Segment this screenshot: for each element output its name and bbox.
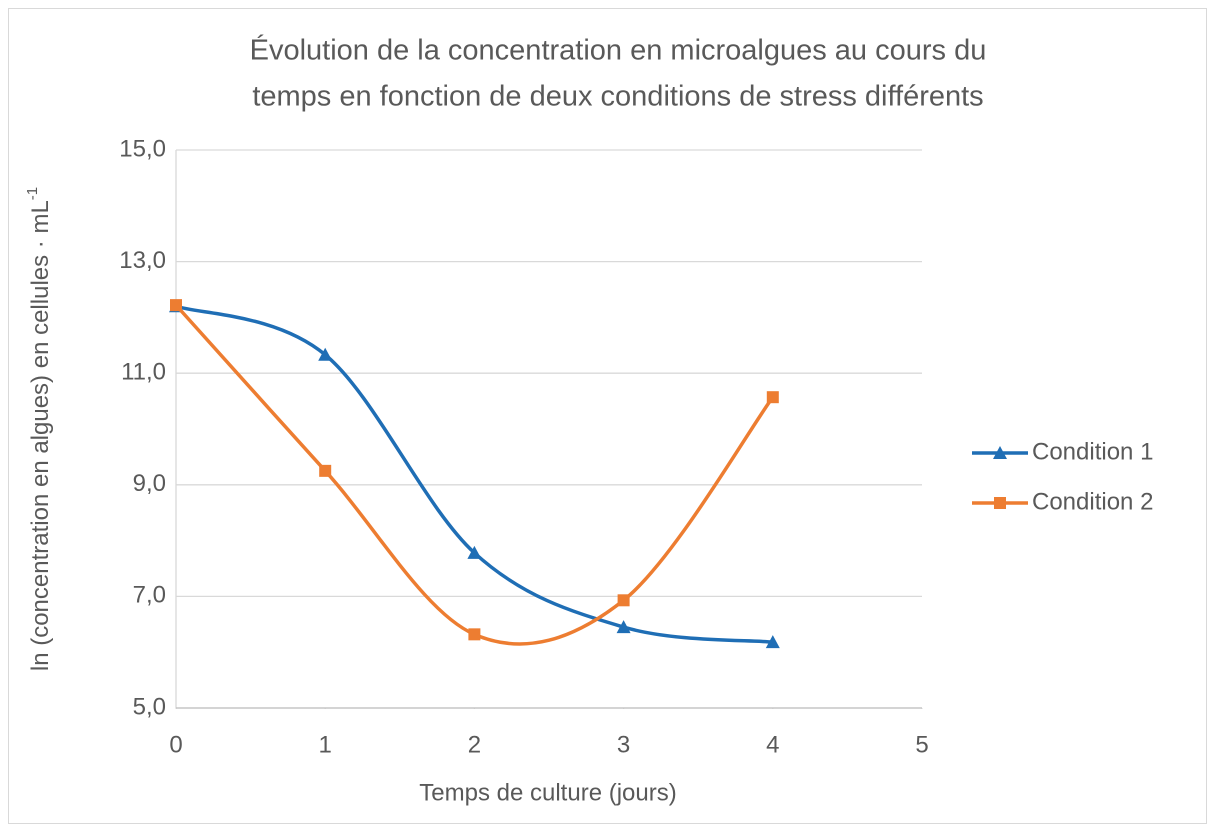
y-axis-title: ln (concentration en algues) en cellules… (24, 187, 54, 671)
x-tick-label: 1 (319, 731, 332, 758)
y-tick-label: 7,0 (133, 582, 166, 609)
marker (993, 446, 1007, 459)
legend-label: Condition 2 (1032, 488, 1153, 515)
marker (170, 299, 182, 312)
chart-title: temps en fonction de deux conditions de … (252, 81, 983, 113)
x-tick-label: 5 (915, 731, 928, 758)
y-tick-label: 15,0 (119, 135, 166, 162)
y-tick-label: 9,0 (133, 470, 166, 497)
legend-label: Condition 1 (1032, 438, 1153, 465)
y-axis-title-superscript: -1 (24, 187, 41, 200)
x-axis-title: Temps de culture (jours) (419, 779, 676, 806)
marker (617, 594, 630, 607)
x-tick-label: 3 (617, 731, 630, 758)
y-tick-label: 5,0 (133, 693, 166, 720)
marker (766, 391, 779, 404)
marker (468, 628, 481, 641)
x-tick-label: 4 (766, 731, 779, 758)
x-tick-label: 0 (169, 731, 182, 758)
marker (467, 545, 482, 559)
y-axis-title-text: ln (concentration en algues) en cellules… (27, 200, 54, 671)
y-tick-label: 11,0 (121, 359, 166, 386)
marker (994, 497, 1006, 509)
marker (765, 635, 780, 649)
chart-title: Évolution de la concentration en microal… (250, 34, 987, 67)
marker (318, 347, 333, 361)
y-tick-label: 13,0 (119, 247, 166, 274)
chart-frame (8, 8, 1207, 824)
marker (319, 464, 332, 477)
x-tick-label: 2 (468, 731, 481, 758)
marker (616, 620, 631, 634)
